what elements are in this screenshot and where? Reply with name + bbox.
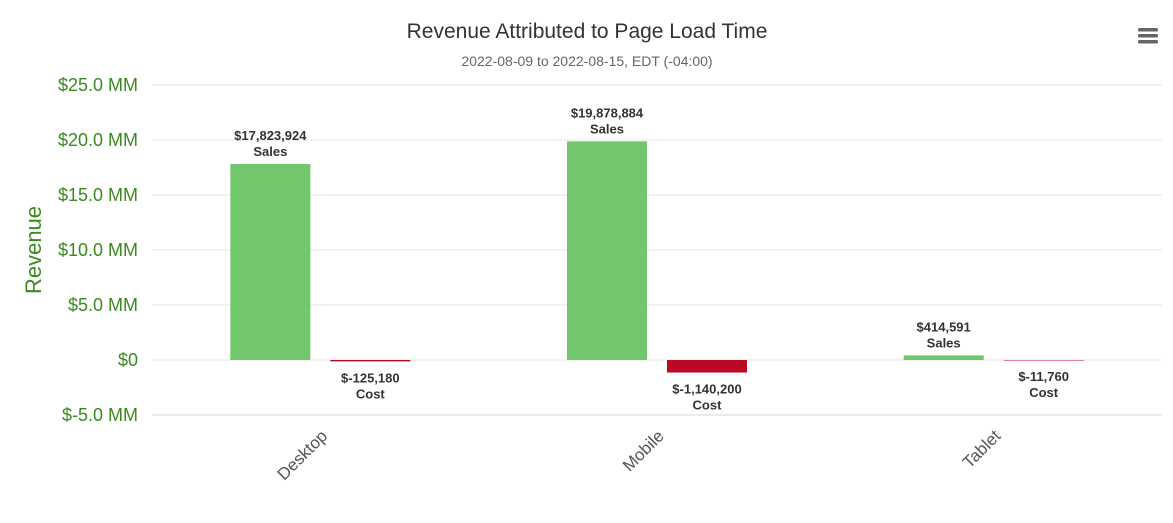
gridlines (152, 84, 1162, 416)
x-tick-label: Tablet (959, 426, 1005, 472)
y-axis-ticks: $25.0 MM $20.0 MM $15.0 MM $10.0 MM $5.0 MM $… (58, 75, 138, 425)
y-tick-label: $20.0 MM (58, 130, 138, 150)
bar-sales-tablet[interactable] (903, 355, 984, 360)
data-label-value: $-1,140,200 (672, 382, 741, 397)
data-label-series: Cost (356, 386, 386, 401)
data-label-value: $-125,180 (341, 370, 400, 385)
bar-cost-tablet[interactable] (1003, 360, 1084, 361)
data-label-series: Cost (693, 398, 723, 413)
chart-title: Revenue Attributed to Page Load Time (407, 20, 768, 43)
x-axis-ticks: Desktop Mobile Tablet (274, 426, 1005, 484)
data-label-series: Sales (927, 335, 961, 350)
y-tick-label: $0 (118, 350, 138, 370)
x-tick-label: Desktop (274, 426, 332, 484)
data-labels: $17,823,924Sales$-125,180Cost$19,878,884… (234, 105, 1069, 412)
bars (230, 141, 1084, 373)
y-axis-title: Revenue (21, 206, 46, 294)
y-tick-label: $5.0 MM (68, 295, 138, 315)
bar-cost-mobile[interactable] (667, 360, 747, 373)
bar-cost-desktop[interactable] (330, 360, 411, 362)
hamburger-menu-icon[interactable] (1138, 28, 1158, 44)
data-label-series: Cost (1029, 385, 1059, 400)
y-tick-label: $15.0 MM (58, 185, 138, 205)
data-label-series: Sales (253, 144, 287, 159)
data-label-value: $19,878,884 (571, 105, 644, 120)
data-label-value: $-11,760 (1018, 369, 1069, 384)
data-label-value: $17,823,924 (234, 128, 307, 143)
x-tick-label: Mobile (619, 426, 668, 475)
bar-sales-desktop[interactable] (230, 163, 311, 360)
data-label-value: $414,591 (917, 319, 971, 334)
bar-sales-mobile[interactable] (567, 141, 647, 360)
data-label-series: Sales (590, 121, 624, 136)
y-tick-label: $25.0 MM (58, 75, 138, 95)
y-tick-label: $-5.0 MM (62, 405, 138, 425)
chart-subtitle: 2022-08-09 to 2022-08-15, EDT (-04:00) (461, 53, 712, 69)
y-tick-label: $10.0 MM (58, 240, 138, 260)
